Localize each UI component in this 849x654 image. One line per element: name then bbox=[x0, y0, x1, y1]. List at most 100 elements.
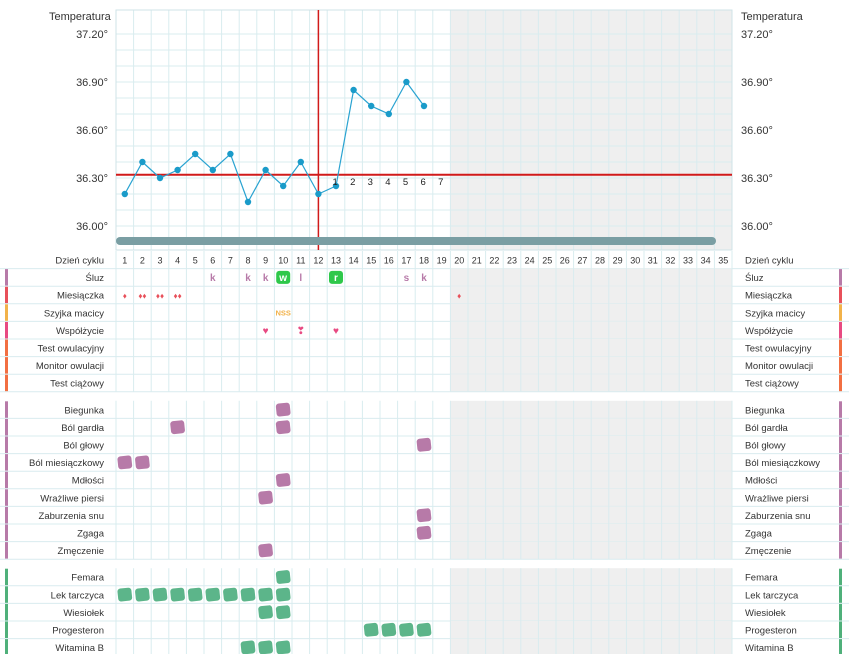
symptom-blob bbox=[258, 605, 273, 620]
row-color-bar-right bbox=[839, 321, 842, 339]
temperature-point bbox=[403, 78, 410, 86]
day-number: 18 bbox=[419, 256, 429, 266]
y-tick-label-left: 37.20° bbox=[76, 29, 108, 41]
row-label-right: Miesiączka bbox=[745, 291, 793, 302]
row-label-right: Monitor owulacji bbox=[745, 361, 813, 372]
symptom-blob bbox=[381, 622, 397, 637]
day-number: 24 bbox=[525, 256, 535, 266]
row-color-bar-right bbox=[839, 542, 842, 559]
temperature-point bbox=[315, 190, 322, 198]
symptom-blob bbox=[416, 525, 432, 540]
temperature-point bbox=[297, 158, 304, 166]
row-color-bar-left bbox=[5, 321, 8, 339]
row-color-bar-left bbox=[5, 639, 8, 654]
row-color-bar-left bbox=[5, 436, 8, 454]
day-number: 17 bbox=[401, 256, 411, 266]
day-number: 32 bbox=[665, 256, 675, 266]
row-label-left: Wrażliwe piersi bbox=[40, 493, 104, 504]
row-color-bar-left bbox=[5, 339, 8, 357]
post-ovulation-day-label: 3 bbox=[368, 177, 373, 188]
row-color-bar-left bbox=[5, 401, 8, 418]
row-color-bar-right bbox=[839, 568, 842, 586]
y-tick-label-left: 36.00° bbox=[76, 221, 108, 233]
row-color-bar-right bbox=[839, 603, 842, 621]
mucus-highlight bbox=[329, 270, 343, 284]
mucus-highlight bbox=[276, 270, 291, 284]
symptom-blob bbox=[258, 587, 273, 602]
day-number: 30 bbox=[630, 256, 640, 266]
row-color-bar-left bbox=[5, 586, 8, 603]
row-color-bar-right bbox=[839, 506, 842, 524]
row-color-bar-left bbox=[5, 489, 8, 506]
day-number: 31 bbox=[648, 256, 658, 266]
row-label-right: Zaburzenia snu bbox=[745, 511, 810, 522]
y-tick-label-right: 36.90° bbox=[741, 77, 773, 89]
post-ovulation-day-label: 7 bbox=[438, 177, 443, 188]
y-tick-label-right: 36.60° bbox=[741, 125, 773, 137]
day-number: 34 bbox=[701, 256, 711, 266]
row-label-left: Szyjka macicy bbox=[44, 308, 104, 319]
symptom-blob bbox=[240, 640, 256, 654]
day-number: 13 bbox=[331, 256, 341, 266]
day-number: 25 bbox=[542, 256, 552, 266]
post-ovulation-day-label: 2 bbox=[350, 177, 355, 188]
temperature-point bbox=[350, 86, 357, 94]
row-color-bar-right bbox=[839, 639, 842, 654]
row-label-right: Test owulacyjny bbox=[745, 344, 812, 355]
row-color-bar-left bbox=[5, 524, 8, 542]
intercourse-mark: ❣ bbox=[297, 326, 305, 337]
y-tick-label-right: 37.20° bbox=[741, 29, 773, 41]
row-color-bar-left bbox=[5, 471, 8, 489]
day-number: 21 bbox=[472, 256, 482, 266]
temperature-point bbox=[385, 110, 392, 118]
row-label-right: Progesteron bbox=[745, 626, 797, 637]
row-label-left: Miesiączka bbox=[57, 291, 105, 302]
intercourse-mark: ♥ bbox=[333, 326, 339, 337]
symptom-blob bbox=[187, 587, 203, 602]
row-color-bar-right bbox=[839, 586, 842, 603]
day-row-label-right: Dzień cyklu bbox=[745, 256, 794, 267]
temperature-axis-title-right: Temperatura bbox=[741, 11, 803, 23]
temperature-point bbox=[227, 150, 234, 158]
row-color-bar-right bbox=[839, 524, 842, 542]
intercourse-mark: ♥ bbox=[263, 326, 269, 337]
row-color-bar-left bbox=[5, 374, 8, 392]
symptom-blob bbox=[275, 605, 291, 620]
row-label-right: Witamina B bbox=[745, 643, 794, 654]
symptom-blob bbox=[275, 570, 291, 584]
y-tick-label-left: 36.90° bbox=[76, 77, 108, 89]
row-color-bar-right bbox=[839, 471, 842, 489]
day-number: 10 bbox=[278, 256, 288, 266]
symptom-blob bbox=[170, 587, 185, 602]
mucus-mark: k bbox=[421, 273, 427, 284]
temperature-axis-title-left: Temperatura bbox=[49, 11, 111, 23]
row-color-bar-left bbox=[5, 603, 8, 621]
symptom-blob bbox=[275, 420, 291, 435]
day-number: 27 bbox=[577, 256, 587, 266]
row-label-right: Wiesiołek bbox=[745, 608, 786, 619]
period-mark: ♦♦ bbox=[174, 292, 182, 301]
temperature-point bbox=[121, 190, 128, 198]
day-number: 6 bbox=[210, 256, 215, 266]
row-label-left: Lek tarczyca bbox=[51, 590, 105, 601]
row-label-left: Ból głowy bbox=[63, 441, 104, 452]
row-color-bar-left bbox=[5, 269, 8, 286]
row-label-left: Test ciążowy bbox=[50, 379, 104, 390]
y-tick-label-left: 36.30° bbox=[76, 173, 108, 185]
symptom-blob bbox=[170, 420, 185, 435]
row-label-left: Zaburzenia snu bbox=[39, 511, 104, 522]
row-label-left: Wiesiołek bbox=[63, 608, 104, 619]
temperature-point bbox=[420, 102, 428, 110]
symptom-blob bbox=[416, 508, 432, 523]
day-number: 1 bbox=[122, 256, 127, 266]
symptom-blob bbox=[223, 587, 238, 602]
row-label-left: Witamina B bbox=[55, 643, 104, 654]
row-label-left: Monitor owulacji bbox=[36, 361, 104, 372]
y-tick-label-right: 36.00° bbox=[741, 221, 773, 233]
day-number: 33 bbox=[683, 256, 693, 266]
temperature-point bbox=[156, 174, 164, 182]
day-number: 35 bbox=[718, 256, 728, 266]
symptom-blob bbox=[275, 587, 291, 602]
